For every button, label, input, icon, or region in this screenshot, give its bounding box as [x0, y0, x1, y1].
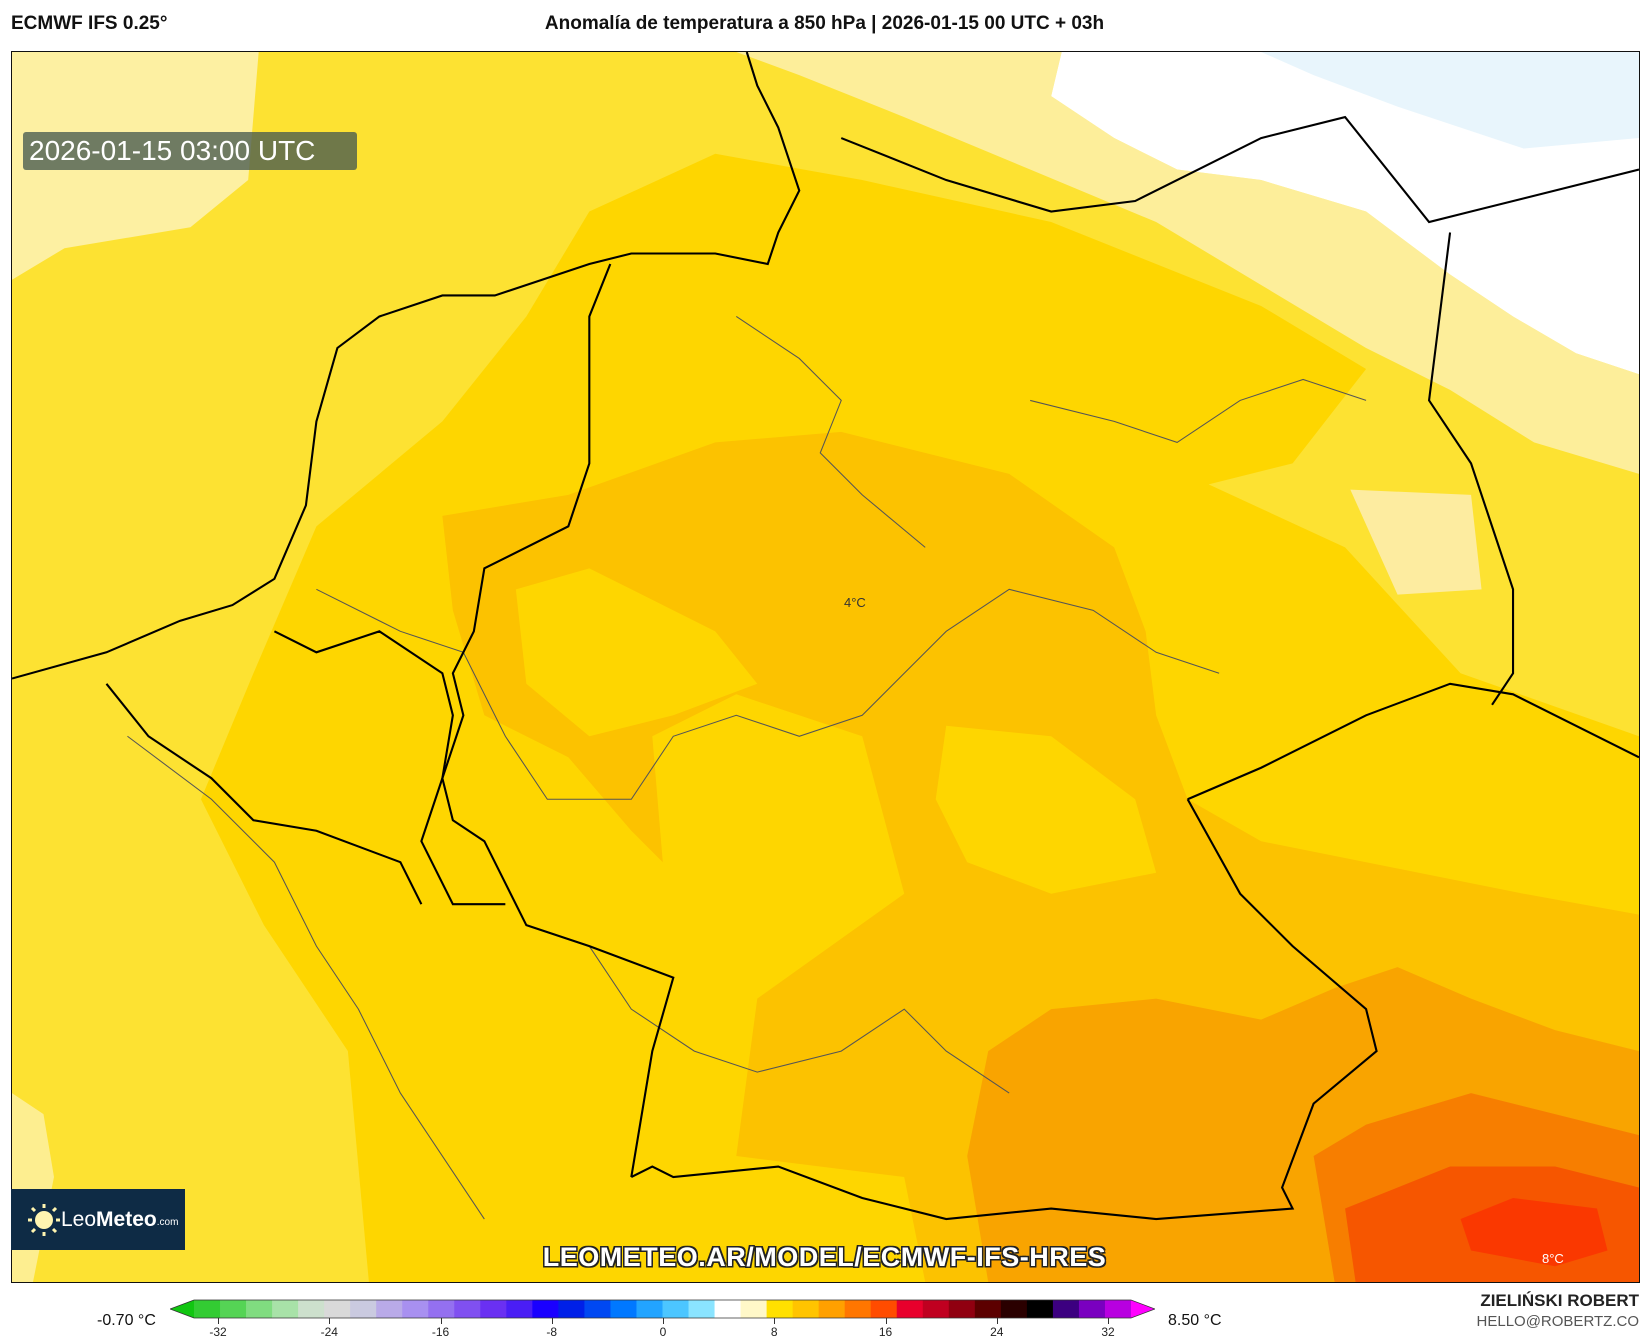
colorbar-segment	[662, 1300, 690, 1318]
colorbar-tick-label: 32	[1101, 1325, 1115, 1339]
colorbar	[170, 1299, 1155, 1319]
colorbar-segment	[376, 1300, 403, 1318]
colorbar-segment	[246, 1300, 273, 1318]
colorbar-segment	[714, 1300, 742, 1318]
model-name: ECMWF IFS 0.25°	[11, 13, 168, 34]
colorbar-segment	[740, 1300, 768, 1318]
internal-borders	[127, 316, 1367, 1220]
colorbar-segment	[948, 1300, 976, 1318]
logo-text-meteo: Meteo	[96, 1207, 157, 1231]
colorbar-segment	[402, 1300, 429, 1318]
contour-label: 4°C	[844, 595, 866, 610]
field-sea	[1261, 52, 1639, 149]
colorbar-segment	[324, 1300, 351, 1318]
leometeo-logo[interactable]: Leo Meteo .com	[11, 1189, 185, 1250]
coastlines-and-national-borders	[12, 52, 1639, 1221]
colorbar-segment	[1052, 1300, 1080, 1318]
contour-label: 8°C	[1542, 1251, 1564, 1266]
field-yellow-island	[515, 568, 758, 737]
colorbar-segment	[636, 1300, 664, 1318]
author-email[interactable]: HELLO@ROBERTZ.CO	[1476, 1313, 1639, 1330]
colorbar-segment	[220, 1300, 247, 1318]
field-yellow-island-2	[935, 725, 1157, 894]
anomaly-map	[12, 52, 1639, 1282]
colorbar-segment	[974, 1300, 1002, 1318]
colorbar-segment	[480, 1300, 507, 1318]
colorbar-segment	[194, 1300, 221, 1318]
author-credit: ZIELIŃSKI ROBERT	[1480, 1291, 1639, 1310]
colorbar-segment	[532, 1300, 559, 1318]
colorbar-tick-label: -16	[431, 1325, 450, 1339]
colorbar-tick-mark	[218, 1318, 219, 1324]
colorbar-tick-mark	[885, 1318, 887, 1324]
field-pale-band	[736, 52, 1639, 474]
field-pale-poland	[1350, 489, 1482, 595]
colorbar-max-label: 8.50 °C	[1168, 1312, 1222, 1329]
colorbar-tick-label: 0	[659, 1325, 667, 1339]
colorbar-segment	[1104, 1300, 1132, 1318]
colorbar-tick-label: -8	[546, 1325, 558, 1339]
colorbar-segment	[454, 1300, 481, 1318]
valid-time-badge: 2026-01-15 03:00 UTC	[23, 132, 357, 170]
logo-text-leo: Leo	[61, 1207, 97, 1231]
colorbar-segment	[870, 1300, 898, 1318]
colorbar-min-label: -0.70 °C	[97, 1312, 156, 1329]
colorbar-tick-mark	[551, 1318, 553, 1324]
colorbar-tick-label: -32	[209, 1325, 227, 1339]
colorbar-tick-mark	[329, 1318, 331, 1324]
colorbar-segment	[844, 1300, 872, 1318]
colorbar-segment	[298, 1300, 325, 1318]
colorbar-segment	[610, 1300, 638, 1318]
colorbar-segment	[1026, 1300, 1054, 1318]
colorbar-segment	[350, 1300, 377, 1318]
colorbar-tick-mark	[774, 1318, 776, 1324]
colorbar-segment	[922, 1300, 950, 1318]
colorbar-segment	[688, 1300, 716, 1318]
map-panel[interactable]: 2026-01-15 03:00 UTC 4°C 8°C	[11, 51, 1640, 1283]
colorbar-segment	[558, 1300, 586, 1318]
colorbar-tick-mark	[440, 1318, 442, 1324]
chart-title: Anomalía de temperatura a 850 hPa | 2026…	[544, 13, 1105, 34]
colorbar-tick-label: 24	[990, 1325, 1004, 1339]
colorbar-segment	[272, 1300, 299, 1318]
colorbar-segment	[818, 1300, 846, 1318]
colorbar-tick-mark	[996, 1318, 998, 1324]
colorbar-segment	[506, 1300, 533, 1318]
colorbar-tick-mark	[1108, 1318, 1109, 1324]
colorbar-outline	[170, 1299, 1155, 1319]
colorbar-segment	[1000, 1300, 1028, 1318]
colorbar-tick-label: -24	[320, 1325, 338, 1339]
colorbar-segment	[428, 1300, 455, 1318]
logo-text-com: .com	[156, 1217, 179, 1228]
colorbar-tick-mark	[663, 1318, 664, 1324]
colorbar-arrow-high	[1131, 1300, 1155, 1318]
colorbar-segment	[584, 1300, 612, 1318]
colorbar-segment	[896, 1300, 924, 1318]
colorbar-segment	[1078, 1300, 1106, 1318]
colorbar-segment	[766, 1300, 794, 1318]
colorbar-arrow-low	[170, 1300, 194, 1318]
colorbar-segment	[792, 1300, 820, 1318]
colorbar-tick-label: 8	[770, 1325, 778, 1339]
sun-icon	[28, 1203, 60, 1236]
watermark-url: LEOMETEO.AR/MODEL/ECMWF-IFS-HRES	[542, 1242, 1107, 1272]
colorbar-tick-label: 16	[878, 1325, 893, 1339]
field-red	[1460, 1198, 1608, 1267]
